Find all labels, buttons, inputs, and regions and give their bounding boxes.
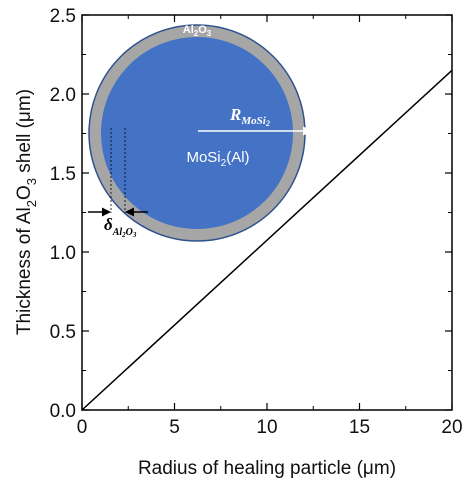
series-line xyxy=(81,69,453,411)
y-axis-title: Thickness of Al2O3 shell (μm) xyxy=(14,89,39,335)
x-tick-label: 0 xyxy=(77,417,88,438)
y-tick-label: 2.5 xyxy=(50,6,76,27)
thickness-label: δAl2O3 xyxy=(104,215,137,239)
thickness-arrowhead-right xyxy=(125,207,134,217)
y-tick-labels: 0.0 0.5 1.0 1.5 2.0 2.5 xyxy=(50,6,76,422)
x-tick-labels: 0 5 10 15 20 xyxy=(77,417,463,438)
radius-arrowhead xyxy=(303,126,313,136)
y-tick-label: 1.5 xyxy=(50,164,76,185)
x-axis-title: Radius of healing particle (μm) xyxy=(138,458,396,479)
y-tick-label: 1.0 xyxy=(50,243,76,264)
axis-ticks xyxy=(81,14,453,411)
y-tick-label: 2.0 xyxy=(50,85,76,106)
particle-inset: Al2O3 RMoSi2 MoSi2(Al) δAl2O3 xyxy=(88,24,313,242)
shell-label: Al2O3 xyxy=(183,24,212,38)
x-tick-label: 15 xyxy=(349,417,370,438)
core-circle xyxy=(101,37,293,229)
y-tick-label: 0.5 xyxy=(50,322,76,343)
core-label: MoSi2(Al) xyxy=(186,149,249,169)
thickness-arrowhead-left xyxy=(102,207,111,217)
radius-label: RMoSi2 xyxy=(229,105,270,128)
x-tick-label: 20 xyxy=(441,417,462,438)
x-tick-label: 5 xyxy=(169,417,180,438)
y-tick-label: 0.0 xyxy=(50,401,76,422)
x-tick-label: 10 xyxy=(256,417,277,438)
